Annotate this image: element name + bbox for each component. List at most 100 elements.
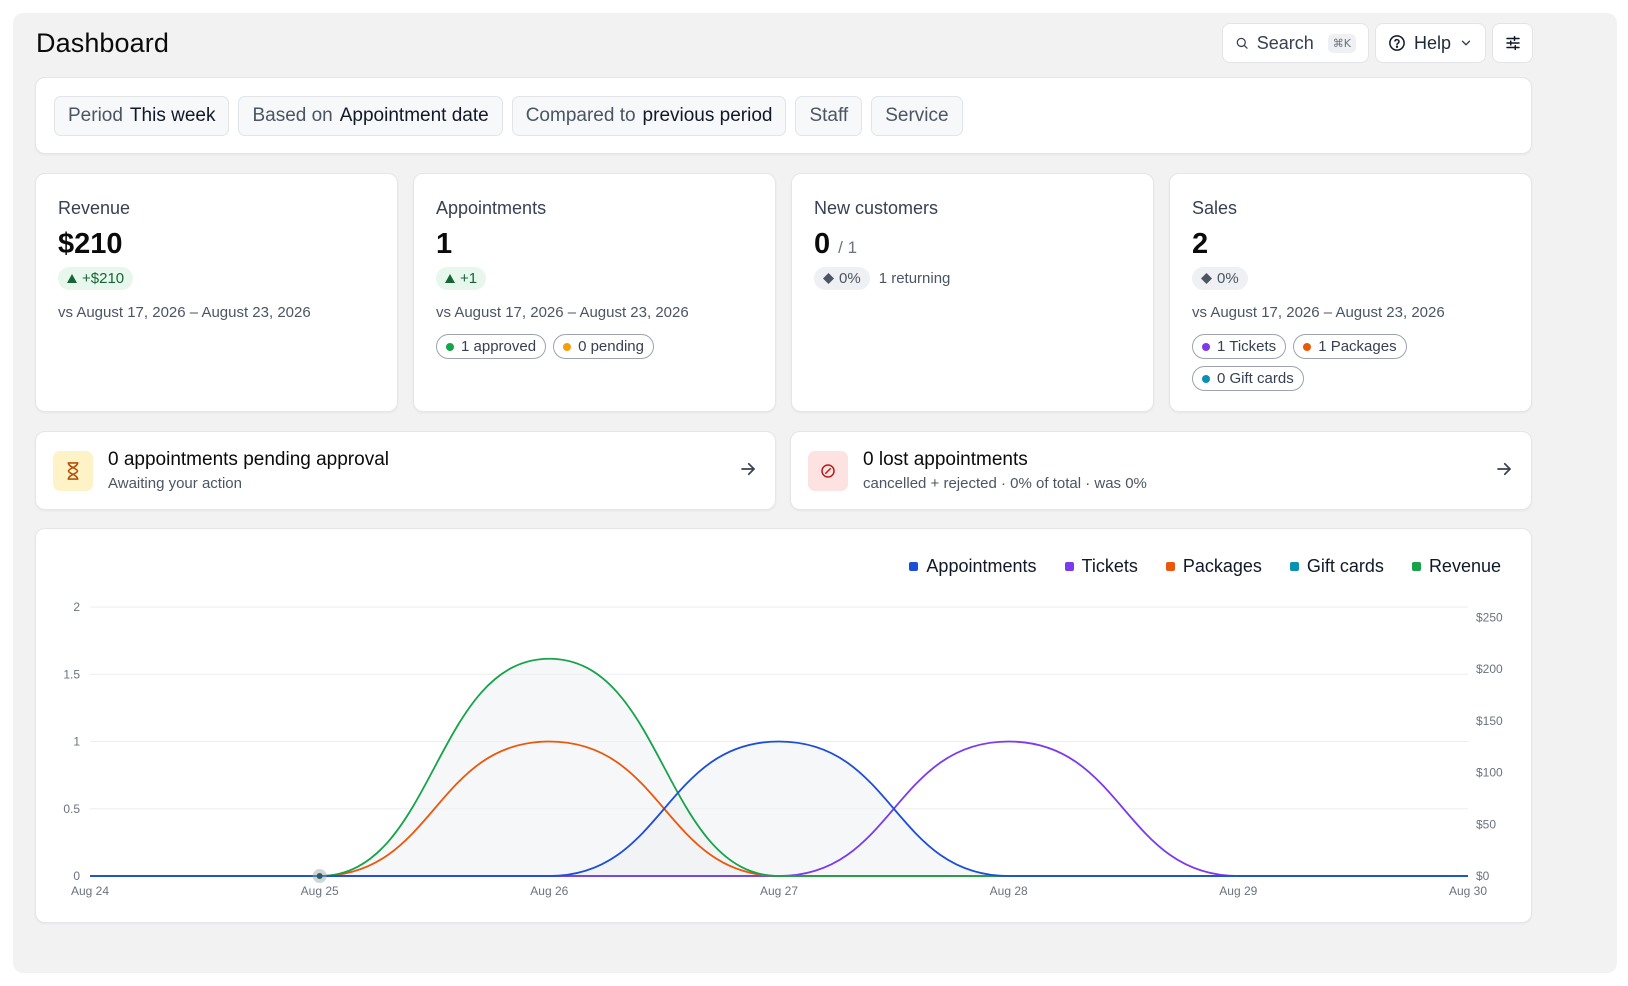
sliders-icon bbox=[1505, 35, 1520, 51]
pill-label: 0 pending bbox=[578, 338, 644, 355]
dashboard-frame: Dashboard Search ⌘K Help Period This wee… bbox=[13, 13, 1617, 973]
filter-label: Service bbox=[885, 104, 949, 126]
y-right-tick-label: $150 bbox=[1476, 714, 1503, 728]
y-left-tick-label: 1 bbox=[73, 735, 80, 749]
stat-value-row: 2 bbox=[1192, 228, 1509, 261]
delta-value: +$210 bbox=[82, 270, 125, 287]
alert-title: 0 lost appointments bbox=[863, 449, 1028, 470]
delta-badge: 0% bbox=[814, 267, 870, 290]
stat-label: Revenue bbox=[58, 198, 131, 218]
filter-period-chip[interactable]: Period This week bbox=[54, 95, 230, 136]
pending-approval-alert[interactable]: 0 appointments pending approval Awaiting… bbox=[35, 431, 776, 510]
status-pills: 1 approved 0 pending bbox=[436, 334, 676, 359]
x-tick-label: Aug 30 bbox=[1449, 884, 1487, 898]
delta-badge: +1 bbox=[436, 267, 487, 290]
packages-pill[interactable]: 1 Packages bbox=[1293, 334, 1407, 359]
filter-label: Compared to bbox=[525, 104, 636, 126]
filter-label: Period bbox=[68, 104, 123, 126]
legend-item-tickets[interactable]: Tickets bbox=[1064, 556, 1138, 577]
stat-total: / 1 bbox=[838, 238, 858, 257]
delta-row: +1 bbox=[436, 267, 753, 290]
stat-value-row: 1 bbox=[436, 228, 753, 261]
tickets-pill[interactable]: 1 Tickets bbox=[1192, 334, 1287, 359]
legend-item-packages[interactable]: Packages bbox=[1165, 556, 1262, 577]
filter-label: Based on bbox=[252, 104, 333, 126]
legend-swatch bbox=[1064, 562, 1074, 571]
legend-item-revenue[interactable]: Revenue bbox=[1411, 556, 1501, 577]
delta-badge: 0% bbox=[1192, 267, 1248, 290]
gift-cards-pill[interactable]: 0 Gift cards bbox=[1192, 366, 1304, 391]
delta-row: 0% 1 returning bbox=[814, 267, 1131, 290]
comparison-text: vs August 17, 2026 – August 23, 2026 bbox=[58, 304, 311, 321]
trend-chart: 0 0.5 1 1.5 2 $0 $50 $100 $150 $200 $250 Aug 24 Aug … bbox=[63, 600, 1503, 898]
search-icon bbox=[1236, 37, 1248, 49]
help-circle-icon bbox=[1389, 35, 1405, 51]
filter-service-chip[interactable]: Service bbox=[871, 95, 963, 136]
filter-staff-chip[interactable]: Staff bbox=[795, 95, 863, 136]
delta-row: 0% bbox=[1192, 267, 1509, 290]
legend-item-appointments[interactable]: Appointments bbox=[909, 556, 1037, 577]
legend-swatch bbox=[1411, 562, 1421, 571]
y-left-tick-label: 1.5 bbox=[63, 667, 80, 681]
filter-label: Staff bbox=[809, 104, 849, 126]
y-right-tick-label: $100 bbox=[1476, 766, 1503, 780]
legend-label: Appointments bbox=[926, 556, 1037, 576]
diamond-icon bbox=[823, 273, 834, 284]
status-dot bbox=[1202, 342, 1210, 351]
search-label: Search bbox=[1256, 32, 1314, 53]
help-button[interactable]: Help bbox=[1375, 23, 1486, 63]
settings-button[interactable] bbox=[1492, 23, 1533, 63]
legend-swatch bbox=[1289, 562, 1299, 571]
diamond-icon bbox=[1201, 273, 1212, 284]
series-line-appointments bbox=[89, 740, 1468, 877]
pill-label: 1 Tickets bbox=[1217, 338, 1277, 355]
stat-value: $210 bbox=[58, 228, 123, 260]
y-right-tick-label: $0 bbox=[1476, 869, 1490, 883]
legend-label: Gift cards bbox=[1306, 556, 1384, 576]
approved-pill[interactable]: 1 approved bbox=[436, 334, 547, 359]
filter-compared-to-chip[interactable]: Compared to previous period bbox=[511, 95, 787, 136]
arrow-right-icon bbox=[741, 462, 755, 476]
delta-badge: +$210 bbox=[58, 267, 134, 290]
legend-label: Tickets bbox=[1081, 556, 1138, 576]
pill-label: 1 approved bbox=[461, 338, 537, 355]
stat-value: 2 bbox=[1192, 228, 1209, 260]
search-shortcut-badge: ⌘K bbox=[1327, 33, 1356, 53]
lost-appointments-alert[interactable]: 0 lost appointments cancelled + rejected… bbox=[790, 431, 1532, 510]
comparison-text: vs August 17, 2026 – August 23, 2026 bbox=[1192, 304, 1445, 321]
sales-pills: 1 Tickets 1 Packages 0 Gift cards bbox=[1192, 334, 1432, 391]
delta-value: 0% bbox=[1217, 270, 1239, 287]
legend-item-gift-cards[interactable]: Gift cards bbox=[1289, 556, 1384, 577]
filter-based-on-chip[interactable]: Based on Appointment date bbox=[238, 95, 503, 136]
status-dot bbox=[1303, 342, 1312, 351]
x-tick-label: Aug 24 bbox=[71, 884, 109, 898]
alert-text: 0 appointments pending approval Awaiting… bbox=[108, 449, 389, 492]
pending-pill[interactable]: 0 pending bbox=[553, 334, 654, 359]
delta-value: +1 bbox=[460, 270, 478, 287]
arrow-right-icon bbox=[1497, 462, 1511, 476]
series-area bbox=[90, 741, 1468, 876]
search-button[interactable]: Search ⌘K bbox=[1222, 23, 1369, 63]
chevron-down-icon bbox=[1461, 40, 1471, 46]
hourglass-icon bbox=[53, 450, 93, 491]
hover-marker bbox=[316, 873, 323, 879]
x-tick-label: Aug 28 bbox=[990, 884, 1028, 898]
help-label: Help bbox=[1413, 32, 1452, 53]
trend-chart-card: Appointments Tickets Packages Gift cards Rev… bbox=[35, 528, 1532, 923]
delta-value: 0% bbox=[839, 270, 861, 287]
ban-icon bbox=[808, 450, 848, 491]
page-title: Dashboard bbox=[36, 28, 169, 58]
stat-value: 1 bbox=[436, 228, 453, 260]
stat-label: New customers bbox=[814, 198, 939, 218]
filter-value: This week bbox=[129, 104, 216, 126]
status-dot bbox=[1202, 374, 1210, 383]
x-tick-label: Aug 27 bbox=[760, 884, 798, 898]
comparison-text: vs August 17, 2026 – August 23, 2026 bbox=[436, 304, 689, 321]
filter-value: Appointment date bbox=[339, 104, 489, 126]
filter-bar: Period This week Based on Appointment da… bbox=[35, 77, 1532, 154]
x-tick-label: Aug 25 bbox=[301, 884, 339, 898]
stat-value-row: 0 / 1 bbox=[814, 228, 1131, 261]
stat-value-row: $210 bbox=[58, 228, 375, 261]
alert-subtitle: Awaiting your action bbox=[108, 475, 242, 492]
triangle-up-icon bbox=[445, 274, 455, 283]
